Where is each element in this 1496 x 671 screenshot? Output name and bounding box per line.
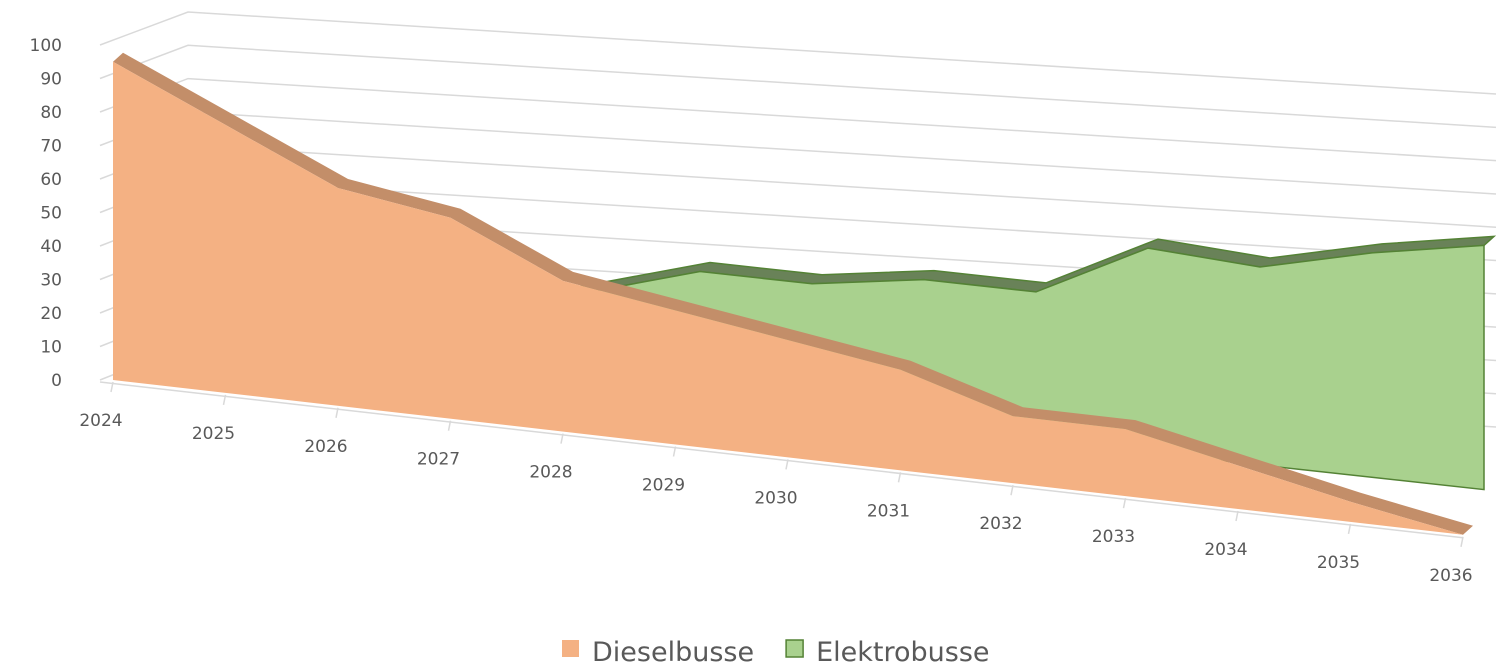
x-tick [897,472,902,483]
x-axis [99,381,1464,539]
y-tick-label: 80 [40,103,62,123]
y-tick-label: 40 [40,237,62,257]
x-tick [335,407,339,418]
x-tick [560,433,564,444]
x-tick [447,420,452,431]
x-tick-label: 2031 [867,501,910,521]
y-tick-label: 30 [40,271,62,291]
y-tick-label: 20 [40,304,62,324]
x-tick [1235,510,1239,522]
y-tick-label: 10 [40,338,62,358]
y-tick-label: 70 [40,137,62,157]
x-tick-label: 2024 [79,411,122,431]
area [113,61,1463,535]
x-tick [1122,497,1127,509]
x-tick-label: 2026 [304,437,347,457]
y-tick-label: 0 [51,371,62,391]
grid-line [99,11,1496,95]
x-tick [672,446,677,457]
x-tick-label: 2027 [417,450,460,470]
x-tick [110,381,114,393]
x-tick [1460,536,1464,547]
x-tick-label: 2028 [529,463,572,483]
x-tick-label: 2025 [192,424,235,444]
y-tick-label: 60 [40,170,62,190]
x-tick [785,459,789,470]
x-tick-label: 2034 [1204,540,1247,560]
x-tick [222,394,227,406]
legend: Dieselbusse Elektrobusse [562,637,990,668]
x-tick-label: 2029 [642,476,685,496]
legend-label: Dieselbusse [592,637,754,667]
y-tick-label: 100 [30,36,62,56]
x-tick-label: 2030 [754,488,797,508]
legend-label: Elektrobusse [816,637,989,667]
x-tick-label: 2036 [1429,566,1472,586]
area-top [113,52,1473,535]
x-tick-label: 2033 [1092,527,1135,547]
legend-swatch [562,640,579,657]
x-tick [1347,523,1352,535]
legend-swatch [785,639,804,658]
x-tick-label: 2032 [979,514,1022,534]
y-tick-label: 50 [40,204,62,224]
x-tick-label: 2035 [1317,553,1360,573]
y-tick-label: 90 [40,70,62,90]
x-tick [1010,485,1014,496]
